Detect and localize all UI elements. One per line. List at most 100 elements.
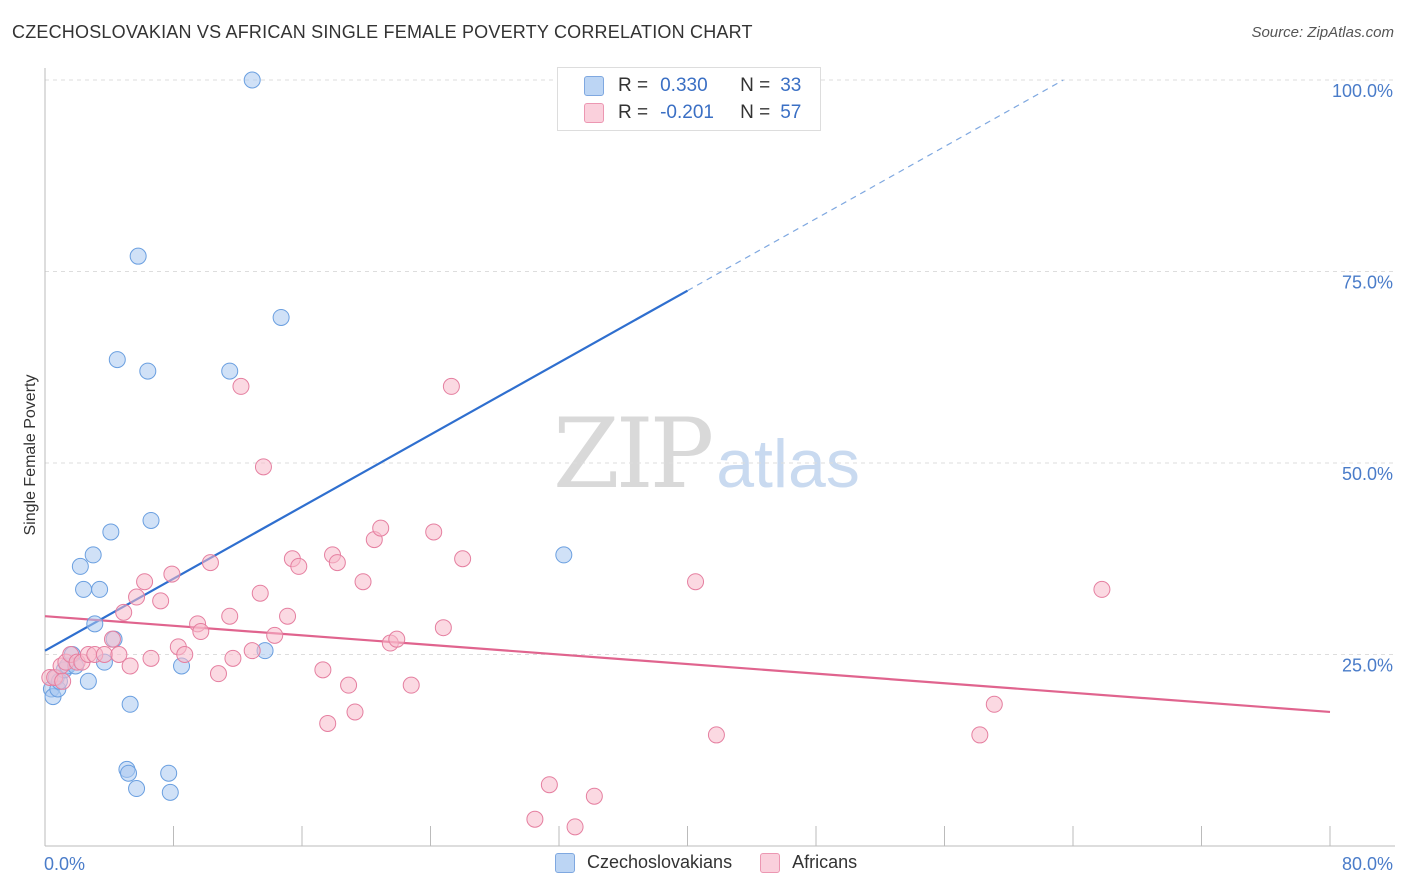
african-point (340, 676, 358, 694)
legend-swatch-africans (584, 103, 604, 123)
african-point (192, 623, 210, 641)
czechoslovakian-point (139, 362, 157, 380)
series-label-africans: Africans (792, 852, 858, 872)
czechoslovakian-point (84, 546, 102, 564)
african-point (163, 565, 181, 583)
african-point (454, 550, 472, 568)
y-tick-label: 75.0% (1342, 273, 1393, 293)
correlation-legend: R = 0.330 N = 33 R = -0.201 N = 57 (557, 67, 821, 131)
african-point (434, 619, 452, 637)
african-point (142, 649, 160, 667)
african-point (985, 695, 1003, 713)
y-axis-label: Single Female Poverty (22, 375, 39, 536)
african-point (221, 607, 239, 625)
african-point (110, 646, 128, 663)
czechoslovakian-point (120, 764, 138, 782)
series-africans (41, 377, 1111, 836)
african-point (290, 557, 308, 575)
african-point (1093, 580, 1111, 598)
african-point (372, 519, 390, 537)
czechoslovakian-point (272, 308, 290, 326)
data-points (41, 71, 1111, 836)
legend-r-label: R = (618, 102, 649, 123)
legend-row-africans: R = -0.201 N = 57 (584, 100, 801, 126)
african-trend-line (44, 615, 1331, 714)
african-point (115, 603, 133, 621)
czechoslovakian-point (221, 362, 239, 380)
african-point (54, 672, 72, 690)
african-point (224, 649, 242, 667)
y-tick-label: 25.0% (1342, 656, 1393, 676)
trend-lines (44, 79, 1331, 714)
czechoslovakian-point (108, 351, 126, 369)
czechoslovakian-point (71, 557, 89, 575)
african-point (425, 523, 443, 541)
czechoslovakian-point (243, 71, 261, 89)
czechoslovakian-point (86, 615, 104, 633)
y-tick-label: 50.0% (1342, 464, 1393, 484)
series-swatch-czechoslovakians (555, 852, 575, 873)
legend-row-czechoslovakians: R = 0.330 N = 33 (584, 73, 801, 99)
african-point (687, 573, 705, 591)
african-point (176, 646, 194, 663)
african-point (526, 810, 544, 828)
legend-n-value: 33 (780, 75, 802, 96)
african-point (354, 573, 372, 591)
african-point (971, 726, 989, 744)
watermark-zip: ZIP (553, 398, 714, 510)
source-credit: Source: ZipAtlas.com (1251, 24, 1394, 41)
czechoslovakian-trend-line (44, 289, 689, 652)
x-tick-label: 80.0% (1342, 854, 1393, 874)
series-legend: Czechoslovakians Africans (555, 852, 885, 873)
series-czechoslovakians (42, 71, 573, 801)
watermark-atlas: atlas (716, 426, 860, 502)
african-point (95, 646, 113, 663)
african-point (266, 626, 284, 644)
african-point (201, 554, 219, 572)
czechoslovakian-point (160, 764, 178, 782)
series-label-czechoslovakians: Czechoslovakians (587, 852, 733, 872)
grid-lines (45, 79, 1395, 655)
african-point (566, 818, 584, 836)
czechoslovakian-point (142, 511, 160, 529)
african-point (388, 630, 406, 648)
legend-n-value: 57 (780, 102, 802, 123)
x-tick-label: 0.0% (44, 854, 85, 874)
series-legend-africans: Africans (760, 852, 857, 873)
african-point (251, 584, 269, 602)
african-point (152, 592, 170, 610)
african-point (328, 554, 346, 572)
african-point (314, 661, 332, 679)
african-point (103, 630, 121, 648)
african-point (319, 714, 337, 732)
czechoslovakian-point (79, 672, 97, 690)
african-point (346, 703, 364, 721)
czechoslovakian-point (128, 780, 146, 798)
african-point (279, 607, 297, 625)
african-point (209, 665, 227, 683)
african-point (442, 377, 460, 395)
series-swatch-africans (760, 852, 781, 873)
czechoslovakian-trend-extension (687, 79, 1064, 292)
czechoslovakian-point (161, 783, 179, 801)
african-point (585, 787, 603, 805)
african-point (540, 776, 558, 794)
african-point (707, 726, 725, 744)
legend-n-label: N = (740, 75, 771, 96)
czechoslovakian-point (555, 546, 573, 564)
african-point (128, 588, 146, 606)
axes (44, 68, 1395, 847)
legend-n-label: N = (740, 102, 771, 123)
african-point (232, 377, 250, 395)
african-point (402, 676, 420, 694)
african-point (243, 642, 261, 660)
axis-labels: 100.0% 75.0% 50.0% 25.0% 0.0% 80.0% Single Fem… (22, 81, 1393, 874)
african-point (121, 657, 139, 675)
chart-title: CZECHOSLOVAKIAN VS AFRICAN SINGLE FEMALE… (12, 22, 753, 42)
african-point (136, 573, 154, 591)
czechoslovakian-point (129, 247, 147, 265)
czechoslovakian-point (91, 580, 109, 598)
y-tick-label: 100.0% (1332, 81, 1393, 101)
legend-swatch-czechoslovakians (584, 76, 604, 96)
